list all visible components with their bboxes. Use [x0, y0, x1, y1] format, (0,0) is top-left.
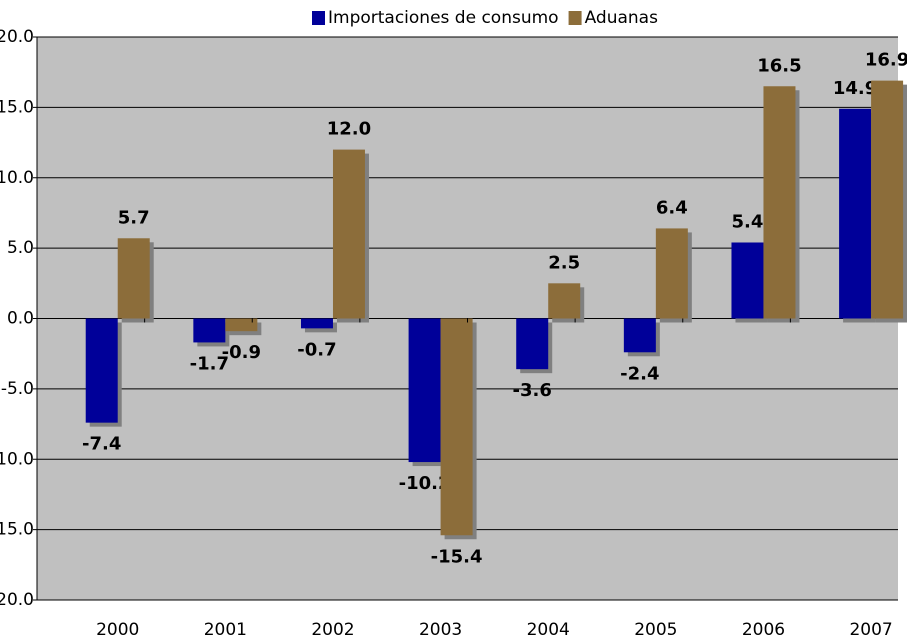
data-label: -7.4 — [82, 434, 121, 455]
bar — [408, 318, 441, 463]
x-tick-label: 2001 — [204, 620, 247, 640]
bar — [548, 283, 581, 319]
bar — [516, 318, 549, 370]
bar — [193, 318, 226, 343]
x-tick-label: 2003 — [419, 620, 462, 640]
data-label: 12.0 — [327, 119, 371, 140]
y-tick-label: 15.0 — [0, 97, 34, 117]
data-label: 14.9 — [833, 78, 877, 99]
data-label: -3.6 — [513, 380, 552, 401]
y-tick-label: 5.0 — [7, 238, 34, 258]
y-tick-label: -15.0 — [0, 520, 34, 540]
legend-label: Aduanas — [585, 8, 659, 28]
bar — [85, 318, 118, 423]
y-tick-label: -5.0 — [1, 379, 34, 399]
data-label: 5.7 — [118, 207, 150, 228]
bar — [731, 242, 764, 319]
legend-label: Importaciones de consumo — [328, 8, 559, 28]
data-label: 16.9 — [865, 50, 907, 71]
y-tick-label: -20.0 — [0, 590, 34, 610]
y-tick-label: 10.0 — [0, 168, 34, 188]
y-tick-label: -10.0 — [0, 449, 34, 469]
x-tick-label: 2002 — [311, 620, 354, 640]
legend-box — [272, 4, 772, 34]
legend-swatch — [568, 11, 582, 25]
bar — [117, 238, 150, 319]
bar — [623, 318, 656, 353]
data-label: -0.9 — [222, 342, 261, 363]
data-label: 6.4 — [656, 197, 688, 218]
bar — [225, 318, 258, 332]
x-tick-label: 2005 — [634, 620, 677, 640]
data-label: -2.4 — [620, 363, 659, 384]
data-label: -1.7 — [190, 353, 229, 374]
data-label: -0.7 — [297, 339, 336, 360]
bar — [763, 86, 796, 319]
y-tick-label: 20.0 — [0, 27, 34, 47]
data-label: -10.2 — [399, 473, 451, 494]
x-tick-label: 2007 — [849, 620, 892, 640]
bar — [440, 318, 473, 536]
data-label: 5.4 — [732, 211, 764, 232]
bar — [839, 108, 872, 319]
bar — [655, 228, 688, 319]
data-label: 16.5 — [757, 55, 801, 76]
bar — [871, 80, 904, 319]
data-label: -15.4 — [431, 546, 483, 567]
x-tick-label: 2004 — [527, 620, 570, 640]
y-tick-label: 0.0 — [7, 309, 34, 329]
data-label: 2.5 — [548, 252, 580, 273]
legend-swatch — [312, 11, 325, 25]
x-tick-label: 2000 — [96, 620, 139, 640]
bar — [300, 318, 333, 329]
bar — [332, 149, 365, 319]
x-tick-label: 2006 — [742, 620, 785, 640]
